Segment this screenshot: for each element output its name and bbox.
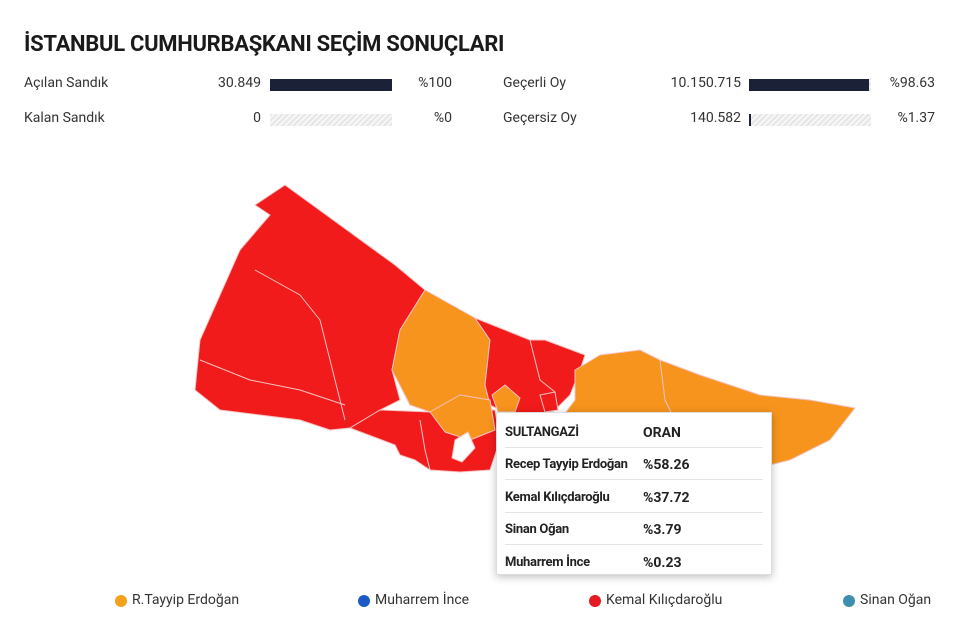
tooltip-row: Muharrem İnce %0.23 [505,545,763,577]
stat-label: Geçerli Oy [503,75,566,91]
tooltip-header: SULTANGAZİ ORAN [505,415,763,448]
stat-percent: %98.63 [889,75,935,91]
legend-swatch [358,595,370,607]
candidate-name: Recep Tayyip Erdoğan [505,457,628,472]
candidate-name: Kemal Kılıçdaroğlu [505,489,610,505]
district-border [254,269,346,421]
stat-label: Kalan Sandık [24,110,105,126]
stat-value: 0 [253,110,261,126]
stat-value: 10.150.715 [670,75,741,91]
stat-percent: %100 [418,75,452,91]
legend-swatch [115,595,127,607]
stat-value: 30.849 [217,75,261,91]
legend-swatch [843,595,855,607]
stat-bar-track [270,79,392,91]
stat-bar [270,79,392,91]
legend-swatch [589,595,601,607]
tooltip-district: SULTANGAZİ [505,425,579,440]
district-border [419,419,431,471]
stat-value: 140.582 [690,110,741,126]
stat-bar [749,114,751,126]
legend-label: R.Tayyip Erdoğan [132,592,240,608]
tooltip-row: Kemal Kılıçdaroğlu %37.72 [505,480,763,513]
stat-percent: %0 [433,110,452,126]
candidate-share: %37.72 [643,489,690,506]
candidate-share: %0.23 [643,554,682,571]
district [491,384,521,413]
legend-label: Muharrem İnce [375,592,470,608]
stat-bar [749,79,870,91]
district-border [529,339,556,393]
stat-bar-track [270,114,392,126]
legend-label: Sinan Oğan [860,592,932,608]
stat-bar-track [749,79,871,91]
stat-row: Geçersiz Oy 140.582 %1.37 [503,110,935,130]
candidate-share: %3.79 [643,522,682,538]
stat-percent: %1.37 [897,110,935,126]
tooltip-row: Sinan Oğan %3.79 [505,512,763,545]
water [451,431,476,463]
tooltip-column: ORAN [643,425,681,441]
candidate-share: %58.26 [643,457,690,473]
tooltip: SULTANGAZİ ORAN Recep Tayyip Erdoğan %58.… [496,412,772,575]
stat-bar-track [749,114,871,126]
stat-row: Geçerli Oy 10.150.715 %98.63 [503,75,935,95]
stat-row: Kalan Sandık 0 %0 [24,110,452,130]
district [539,391,559,413]
district-border [199,359,346,406]
page-title: İSTANBUL CUMHURBAŞKANI SEÇİM SONUÇLARI [24,32,505,57]
candidate-name: Sinan Oğan [505,522,569,537]
stat-row: Açılan Sandık 30.849 %100 [24,75,452,95]
district [474,317,586,421]
legend-label: Kemal Kılıçdaroğlu [606,592,723,608]
stat-label: Geçersiz Oy [503,110,577,126]
district [429,394,496,441]
candidate-name: Muharrem İnce [505,554,590,570]
tooltip-row: Recep Tayyip Erdoğan %58.26 [505,447,763,480]
stat-label: Açılan Sandık [24,75,109,91]
